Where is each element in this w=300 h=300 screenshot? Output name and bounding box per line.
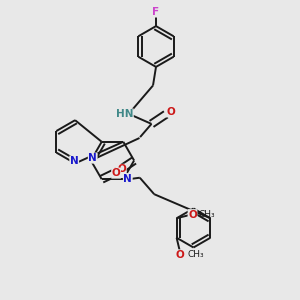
Text: N: N	[70, 156, 79, 166]
Text: O: O	[176, 250, 184, 260]
Text: CH₃: CH₃	[199, 210, 215, 219]
Text: O: O	[188, 210, 197, 220]
Text: O: O	[166, 107, 175, 117]
Text: HN: HN	[116, 109, 133, 119]
Text: F: F	[152, 7, 160, 17]
Text: O: O	[117, 164, 126, 174]
Text: CH₃: CH₃	[187, 250, 204, 259]
Text: N: N	[88, 153, 97, 163]
Text: O: O	[112, 168, 121, 178]
Text: N: N	[123, 174, 132, 184]
